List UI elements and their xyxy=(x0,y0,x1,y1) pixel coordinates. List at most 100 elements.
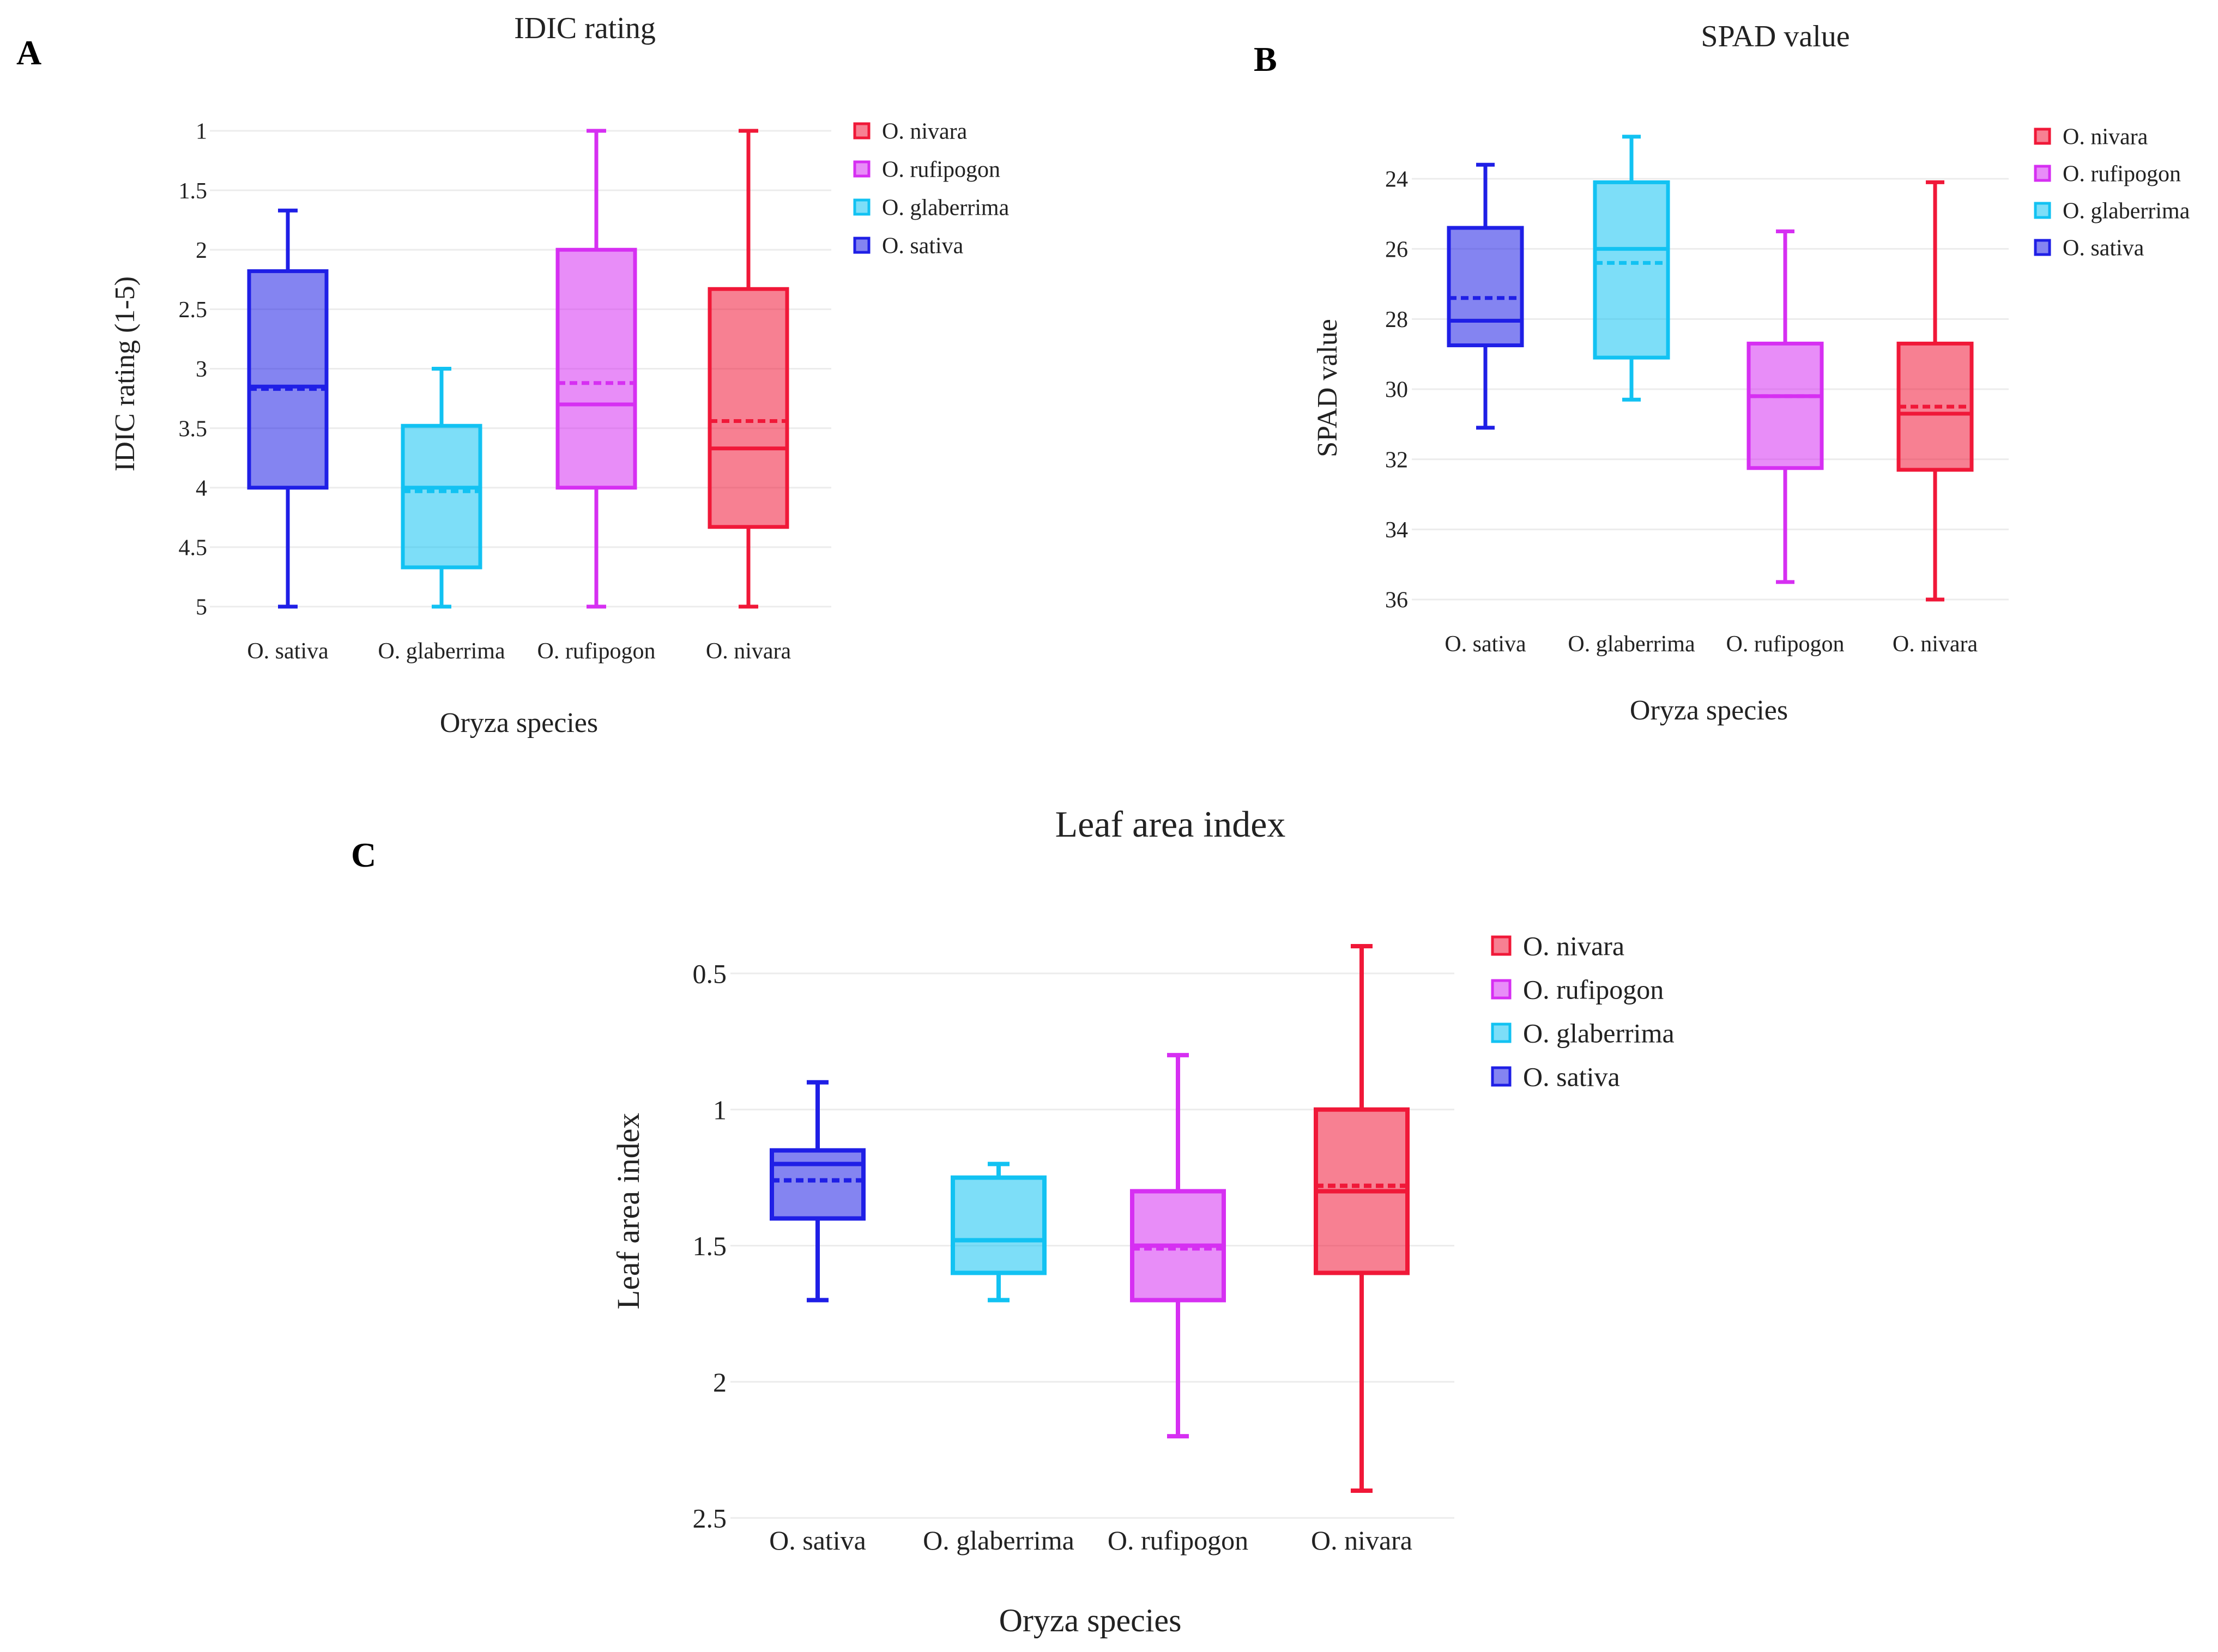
x-tick-label: O. sativa xyxy=(769,1525,866,1556)
legend-label: O. nivara xyxy=(1523,931,1624,961)
iqr-box xyxy=(1593,180,1670,360)
legend-item-o-sativa[interactable]: O. sativa xyxy=(1491,1062,1620,1092)
x-tick-label: O. glaberrima xyxy=(378,639,505,664)
x-tick-labels: O. sativa O. glaberrima O. rufipogon O. niv… xyxy=(769,1525,1412,1556)
legend-item-o-glaberrima[interactable]: O. glaberrima xyxy=(1491,1018,1675,1049)
box-o-rufipogon[interactable] xyxy=(555,129,637,609)
legend[interactable]: O. nivara O. rufipogon O. glaberrima O. sat… xyxy=(853,119,1010,259)
y-tick-label: 26 xyxy=(1385,237,1408,262)
box-o-sativa[interactable] xyxy=(247,208,329,609)
chart-title: SPAD value xyxy=(1701,20,1850,53)
panel-letter-b: B xyxy=(1254,40,1277,78)
chart-title: IDIC rating xyxy=(514,11,656,45)
legend-label: O. glaberrima xyxy=(2063,199,2190,224)
y-tick-label: 3.5 xyxy=(179,416,208,441)
legend-item-o-nivara[interactable]: O. nivara xyxy=(1491,931,1624,961)
legend-label: O. rufipogon xyxy=(1523,975,1664,1005)
legend-label: O. nivara xyxy=(2063,125,2148,150)
panel-a: A IDIC rating Oryza species IDIC rating … xyxy=(16,11,1010,739)
y-tick-label: 30 xyxy=(1385,378,1408,403)
iqr-box xyxy=(1447,226,1524,348)
chart-title: Leaf area index xyxy=(1055,803,1286,845)
y-tick-labels: 1 1.5 2 2.5 3 3.5 4 4.5 5 xyxy=(179,119,208,620)
legend-item-o-rufipogon[interactable]: O. rufipogon xyxy=(1491,975,1664,1005)
x-tick-label: O. glaberrima xyxy=(923,1525,1074,1556)
x-tick-label: O. nivara xyxy=(1311,1525,1412,1556)
y-tick-labels: 24 26 28 30 32 34 36 xyxy=(1385,167,1408,613)
legend-label: O. rufipogon xyxy=(2063,162,2181,187)
legend-label: O. glaberrima xyxy=(1523,1018,1675,1049)
legend-label: O. sativa xyxy=(882,234,964,259)
iqr-box xyxy=(770,1148,866,1221)
box-o-glaberrima[interactable] xyxy=(951,1161,1047,1303)
box-o-glaberrima[interactable] xyxy=(401,367,482,609)
legend-swatch xyxy=(2034,202,2051,219)
y-tick-labels: 0.5 1 1.5 2 2.5 xyxy=(693,959,727,1534)
legend-swatch xyxy=(853,160,871,178)
legend-swatch xyxy=(2034,165,2051,182)
legend-item-o-nivara[interactable]: O. nivara xyxy=(853,119,968,144)
box-o-nivara[interactable] xyxy=(1896,180,1974,602)
legend[interactable]: O. nivara O. rufipogon O. glaberrima O. sat… xyxy=(2034,125,2190,261)
box-o-nivara[interactable] xyxy=(1314,944,1410,1493)
legend-swatch xyxy=(853,237,871,254)
y-tick-label: 2.5 xyxy=(693,1503,727,1534)
iqr-box xyxy=(555,247,637,490)
legend-label: O. nivara xyxy=(882,119,968,144)
box-o-rufipogon[interactable] xyxy=(1130,1052,1226,1439)
iqr-box xyxy=(247,269,329,490)
y-tick-label: 28 xyxy=(1385,307,1408,332)
legend[interactable]: O. nivara O. rufipogon O. glaberrima O. sat… xyxy=(1491,931,1675,1092)
y-axis-label: IDIC rating (1-5) xyxy=(110,276,141,471)
y-tick-label: 1.5 xyxy=(179,179,208,204)
iqr-box xyxy=(1746,341,1824,470)
legend-label: O. rufipogon xyxy=(882,158,1000,183)
legend-item-o-sativa[interactable]: O. sativa xyxy=(2034,236,2144,261)
x-tick-label: O. nivara xyxy=(706,639,791,664)
legend-item-o-rufipogon[interactable]: O. rufipogon xyxy=(853,158,1000,183)
y-tick-label: 1 xyxy=(196,119,207,144)
y-tick-label: 24 xyxy=(1385,167,1408,192)
y-tick-label: 2.5 xyxy=(179,298,208,323)
iqr-box xyxy=(951,1175,1047,1275)
legend-swatch xyxy=(1491,935,1512,956)
panel-letter-c: C xyxy=(351,836,376,874)
y-tick-label: 1.5 xyxy=(693,1231,727,1261)
y-tick-label: 0.5 xyxy=(693,959,727,989)
legend-item-o-glaberrima[interactable]: O. glaberrima xyxy=(853,196,1010,221)
y-tick-label: 5 xyxy=(196,595,207,620)
legend-item-o-sativa[interactable]: O. sativa xyxy=(853,234,964,259)
x-axis-label: Oryza species xyxy=(1630,695,1788,726)
x-axis-label: Oryza species xyxy=(440,707,598,739)
box-o-glaberrima[interactable] xyxy=(1593,135,1670,402)
y-tick-label: 32 xyxy=(1385,447,1408,473)
legend-item-o-nivara[interactable]: O. nivara xyxy=(2034,125,2148,150)
y-tick-label: 2 xyxy=(196,238,207,263)
panel-b: B SPAD value Oryza species SPAD value 24… xyxy=(1254,20,2190,726)
x-tick-label: O. rufipogon xyxy=(537,639,656,664)
legend-label: O. sativa xyxy=(2063,236,2144,261)
y-tick-label: 3 xyxy=(196,357,207,382)
box-o-sativa[interactable] xyxy=(770,1080,866,1303)
legend-swatch xyxy=(1491,1022,1512,1043)
panel-letter-a: A xyxy=(16,33,41,72)
box-o-sativa[interactable] xyxy=(1447,162,1524,430)
legend-label: O. sativa xyxy=(1523,1062,1620,1092)
legend-label: O. glaberrima xyxy=(882,196,1010,221)
y-tick-label: 34 xyxy=(1385,518,1408,543)
legend-item-o-rufipogon[interactable]: O. rufipogon xyxy=(2034,162,2181,187)
x-tick-label: O. glaberrima xyxy=(1568,632,1695,657)
legend-item-o-glaberrima[interactable]: O. glaberrima xyxy=(2034,199,2190,224)
y-tick-label: 1 xyxy=(713,1094,727,1125)
legend-swatch xyxy=(1491,1066,1512,1087)
x-tick-labels: O. sativa O. glaberrima O. rufipogon O. niv… xyxy=(1445,632,1978,657)
y-axis-label: SPAD value xyxy=(1312,319,1343,457)
box-o-nivara[interactable] xyxy=(708,129,789,609)
box-plots xyxy=(1447,135,1974,602)
legend-swatch xyxy=(2034,128,2051,145)
x-tick-labels: O. sativa O. glaberrima O. rufipogon O. niv… xyxy=(247,639,791,664)
panel-c: C Leaf area index Oryza species Leaf are… xyxy=(351,803,1675,1638)
y-tick-label: 2 xyxy=(713,1367,727,1397)
box-o-rufipogon[interactable] xyxy=(1746,229,1824,584)
y-tick-label: 4 xyxy=(196,476,207,501)
